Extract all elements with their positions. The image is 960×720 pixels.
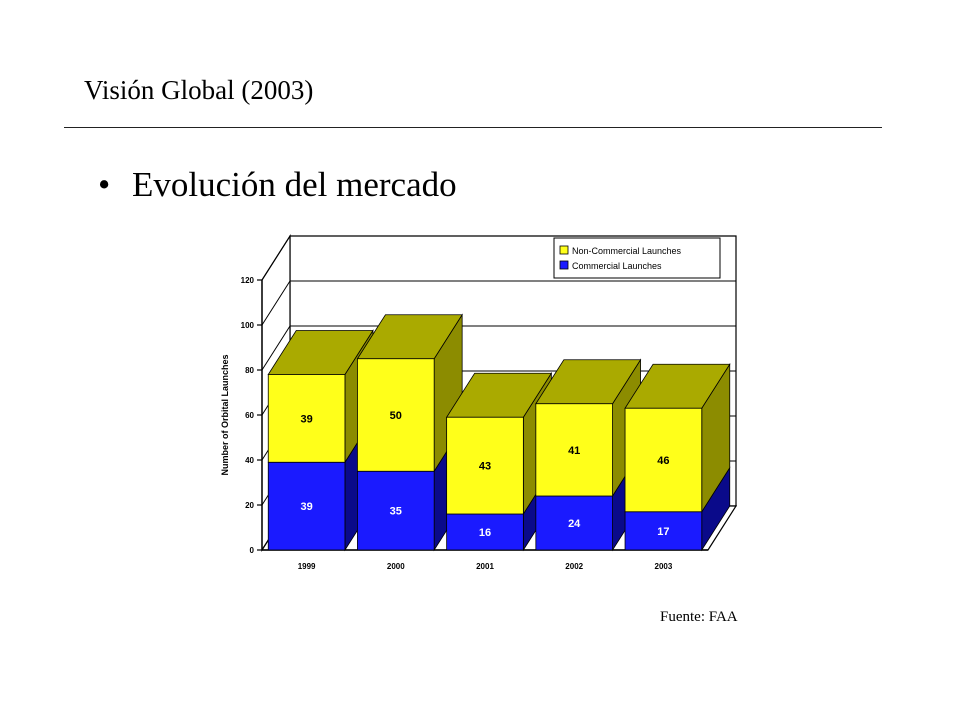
y-tick-label: 80 xyxy=(245,366,254,375)
x-tick-label: 2000 xyxy=(387,562,405,571)
data-label-noncommercial: 39 xyxy=(300,413,312,425)
legend-swatch-commercial xyxy=(559,260,569,270)
legend-label-noncommercial: Non-Commercial Launches xyxy=(572,246,682,256)
data-label-noncommercial: 50 xyxy=(390,410,402,422)
bar-noncommercial xyxy=(446,416,524,515)
y-tick-label: 60 xyxy=(245,411,254,420)
slide-title: Visión Global (2003) xyxy=(84,75,314,105)
data-label-noncommercial: 46 xyxy=(657,455,669,467)
y-tick-label: 20 xyxy=(245,501,254,510)
y-tick-label: 100 xyxy=(241,321,255,330)
x-tick-label: 2001 xyxy=(476,562,494,571)
bullet-text: Evolución del mercado xyxy=(132,165,457,204)
data-label-commercial: 24 xyxy=(568,518,581,530)
data-label-commercial: 35 xyxy=(390,506,402,518)
bar-commercial xyxy=(535,495,613,551)
bar-noncommercial xyxy=(357,358,435,472)
x-tick-label: 1999 xyxy=(298,562,316,571)
bar-commercial xyxy=(357,470,435,551)
title-divider xyxy=(64,127,882,128)
data-label-commercial: 16 xyxy=(479,527,491,539)
y-tick-label: 0 xyxy=(250,546,255,555)
y-tick-label: 40 xyxy=(245,456,254,465)
bullet-dot: • xyxy=(98,165,111,204)
bars: 39 39 35 50 16 43 24 41 17 46 xyxy=(267,313,731,552)
legend: Non-Commercial Launches Commercial Launch… xyxy=(553,237,721,279)
legend-box xyxy=(553,237,721,279)
x-tick-label: 2002 xyxy=(565,562,583,571)
source-note: Fuente: FAA xyxy=(660,609,738,625)
bar-noncommercial xyxy=(624,407,703,513)
bar-noncommercial xyxy=(267,374,346,463)
legend-label-commercial: Commercial Launches xyxy=(572,261,662,271)
gridline-side xyxy=(261,235,291,281)
x-tick-label: 2003 xyxy=(655,562,673,571)
data-label-noncommercial: 43 xyxy=(479,461,491,473)
y-axis-label: Number of Orbital Launches xyxy=(220,354,230,475)
launches-chart: 0 20 40 60 80 100 120 Number of Orbital Launche… xyxy=(220,233,738,571)
data-label-commercial: 17 xyxy=(657,526,669,538)
bar-commercial xyxy=(624,511,703,551)
bullet-item: • Evolución del mercado xyxy=(98,162,457,208)
data-label-commercial: 39 xyxy=(300,501,312,513)
gridline-side xyxy=(261,280,291,326)
gridline-side xyxy=(261,325,291,371)
data-label-noncommercial: 41 xyxy=(568,445,580,457)
legend-swatch-noncommercial xyxy=(559,245,569,255)
y-tick-label: 120 xyxy=(241,276,255,285)
bar-noncommercial xyxy=(535,403,613,497)
